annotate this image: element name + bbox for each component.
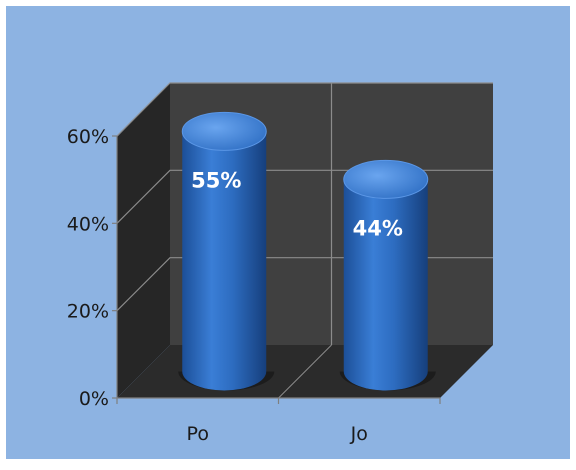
bar-jo xyxy=(339,159,436,391)
y-tick-label: 0% xyxy=(79,388,109,410)
x-tick-label: Jo xyxy=(350,423,368,445)
bar-top xyxy=(343,159,429,199)
bar-top xyxy=(181,111,267,151)
gridline xyxy=(116,82,493,137)
bar-body xyxy=(182,131,267,391)
bar-po xyxy=(178,111,275,391)
side-wall xyxy=(117,83,170,398)
data-label: 55% xyxy=(191,168,241,192)
x-tick-label: Po xyxy=(187,423,209,445)
y-tick-label: 20% xyxy=(67,301,109,323)
bar-body xyxy=(343,179,428,391)
y-tick-label: 60% xyxy=(67,126,109,148)
y-tick-label: 40% xyxy=(67,213,109,235)
data-label: 44% xyxy=(353,216,403,240)
floor-divider-gridline xyxy=(278,344,332,399)
